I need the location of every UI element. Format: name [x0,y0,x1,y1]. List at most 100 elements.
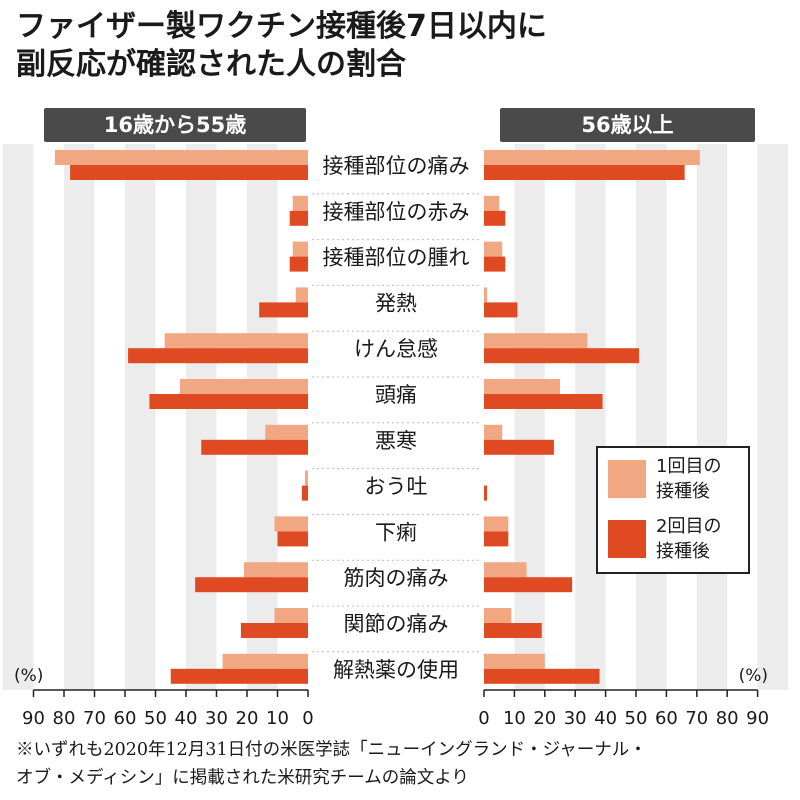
bar-56-plus-first-6 [484,424,503,440]
x-tick-label: 60 [655,708,678,729]
x-tick-label: 80 [716,708,739,729]
x-tick-label: 40 [594,708,617,729]
category-label-bg [310,513,482,550]
category-label-bg [310,559,482,596]
source-note: ※いずれも2020年12月31日付の米医学誌「ニューイングランド・ジャーナル・ … [16,740,647,788]
x-tick-label: 60 [114,708,137,729]
bar-16-55-second-11 [170,668,308,684]
bar-16-55-first-7 [304,470,308,486]
panel-label-16-55: 16歳から55歳 [44,108,306,142]
bar-56-plus-first-2 [484,241,503,257]
x-tick-label: 50 [144,708,167,729]
bar-16-55-first-11 [222,653,308,669]
x-tick-label: 30 [205,708,228,729]
category-label-bg [310,284,482,321]
bar-56-plus-second-4 [484,348,640,364]
bar-56-plus-second-10 [484,623,542,638]
category-label: けん怠感 [354,337,438,361]
x-tick-label: 80 [53,708,76,729]
category-label: 接種部位の赤み [323,200,470,224]
bar-16-55-second-1 [289,210,308,226]
bar-16-55-second-3 [259,302,308,318]
grid-band [575,144,606,690]
legend-label-first-dose: 1回目の 接種後 [656,456,722,502]
x-tick-label: 50 [625,708,648,729]
legend-swatch-first-dose [608,460,646,498]
axis-unit-label: (%) [739,666,768,686]
legend-item-first-dose: 1回目の 接種後 [608,452,748,506]
bar-16-55-second-7 [301,485,308,501]
bar-56-plus-second-9 [484,577,573,593]
chart-title: ファイザー製ワクチン接種後7日以内に 副反応が確認された人の割合 [16,8,776,84]
category-label-group: 接種部位の痛み接種部位の赤み接種部位の腫れ発熱けん怠感頭痛悪寒おう吐下痢筋肉の痛… [310,147,482,687]
legend-item-second-dose: 2回目の 接種後 [608,512,748,566]
bar-16-55-first-3 [295,287,308,303]
bar-56-plus-first-0 [484,150,700,165]
x-tick-label: 10 [266,708,289,729]
category-label: おう吐 [365,475,428,499]
bar-56-plus-first-8 [484,516,509,532]
grid-band [125,144,156,690]
grid-band [186,144,217,690]
legend: 1回目の 接種後 2回目の 接種後 [596,446,750,574]
bar-56-plus-second-8 [484,531,509,547]
x-tick-label: 20 [236,708,259,729]
bar-group [54,150,700,684]
bar-56-plus-first-4 [484,333,588,349]
category-label: 解熱薬の使用 [333,658,459,682]
bar-56-plus-first-9 [484,562,527,578]
category-label-bg [310,605,482,641]
category-label: 頭痛 [375,383,417,407]
category-label: 接種部位の腫れ [323,246,470,270]
bar-56-plus-second-6 [484,439,554,455]
bar-56-plus-second-3 [484,302,518,318]
chart-title-line-2: 副反応が確認された人の割合 [16,47,406,82]
category-label-bg [310,650,482,687]
category-label-bg [310,330,482,367]
bar-16-55-second-10 [240,623,308,638]
category-label: 筋肉の痛み [344,566,449,590]
bar-16-55-first-5 [179,379,308,394]
bar-16-55-first-4 [164,333,308,349]
x-tick-label: 70 [83,708,106,729]
grid-band [64,144,95,690]
bar-56-plus-second-7 [484,485,488,501]
bar-16-55-second-8 [277,531,308,547]
category-label-bg [310,421,482,458]
x-tick-label: 10 [503,708,526,729]
chart-title-line-1: ファイザー製ワクチン接種後7日以内に [16,9,547,44]
bar-56-plus-second-0 [484,165,685,180]
bar-16-55-second-4 [128,348,308,364]
bar-16-55-first-10 [274,608,308,623]
bar-56-plus-first-5 [484,379,560,394]
bar-16-55-second-9 [195,577,308,593]
bar-56-plus-second-11 [484,668,600,684]
category-label: 発熱 [375,291,417,315]
axis-unit-label: (%) [14,666,43,686]
category-label-bg [310,376,482,412]
grid-band [636,144,667,690]
category-label-bg [310,192,482,229]
legend-label-second-dose: 2回目の 接種後 [656,516,722,562]
bar-56-plus-first-11 [484,653,545,669]
bar-16-55-second-5 [149,394,308,409]
bar-56-plus-second-1 [484,210,506,226]
bar-16-55-first-9 [243,562,308,578]
grid-band [247,144,278,690]
grid-band [696,144,728,690]
bar-16-55-first-0 [54,150,308,165]
bar-56-plus-first-10 [484,608,512,623]
bar-56-plus-second-2 [484,256,506,272]
x-tick-label: 0 [478,708,489,729]
x-tick-label: 40 [175,708,198,729]
category-label-bg [310,238,482,275]
category-label-bg [310,147,482,183]
category-label: 悪寒 [375,429,417,453]
bar-56-plus-first-3 [484,287,488,303]
bar-16-55-first-6 [265,424,308,440]
bar-16-55-first-8 [274,516,308,532]
legend-swatch-second-dose [608,520,646,558]
category-label-bg [310,467,482,504]
x-tick-label: 90 [22,708,45,729]
